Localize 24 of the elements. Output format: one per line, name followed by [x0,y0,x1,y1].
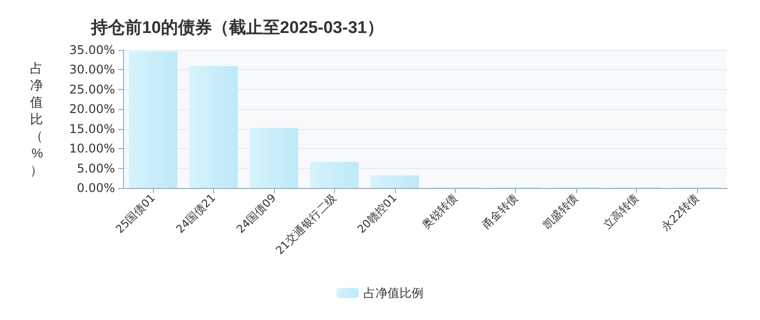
y-tick-label: 25.00% [69,82,115,96]
y-tick-label: 0.00% [76,181,115,195]
y-tick-label: 10.00% [69,142,115,156]
y-tick-label: 5.00% [76,161,115,176]
y-axis-title: 占净值比（%） [30,60,44,178]
x-tick-label: 凯盛转债 [540,191,581,232]
x-tick-label: 立高转债 [600,191,641,232]
x-tick-label: 24国债21 [174,191,218,236]
y-tick-label: 15.00% [69,122,115,136]
legend-label: 占净值比例 [364,286,424,300]
chart-title: 持仓前10的债券（截止至2025-03-31） [90,18,384,37]
x-tick-label: 永22转债 [658,191,702,234]
x-tick-label: 25国债01 [113,191,158,236]
y-tick-label: 35.00% [69,43,115,57]
y-tick-label: 20.00% [69,102,115,116]
x-tick-label: 奥锐转债 [419,191,460,232]
bar [370,175,419,188]
bar [250,128,298,188]
bar [129,52,178,188]
x-tick-label: 甬金转债 [480,191,520,232]
y-tick-label: 30.00% [69,62,115,77]
x-tick-label: 20赣控01 [354,191,400,236]
bar [310,162,359,188]
bar [189,66,238,188]
